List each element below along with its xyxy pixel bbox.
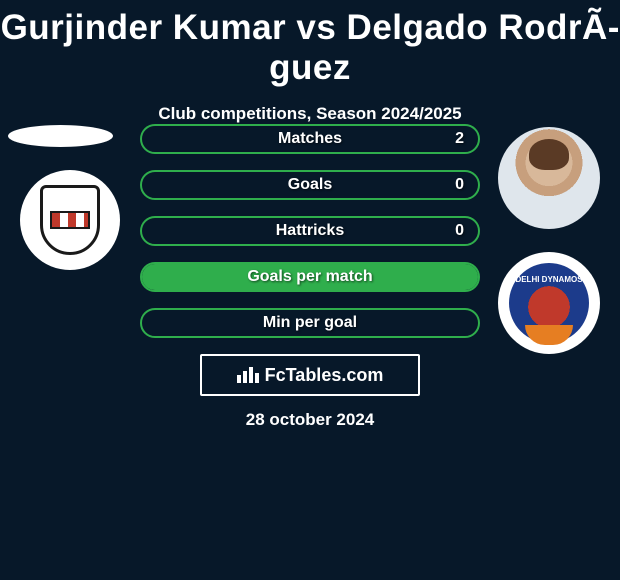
page-title: Gurjinder Kumar vs Delgado RodrÃ­guez [0,0,620,88]
stat-row-goals: Goals 0 [140,170,480,200]
stat-row-matches: Matches 2 [140,124,480,154]
player-right-club-badge: DELHI DYNAMOS [498,252,600,354]
badge-text: DELHI DYNAMOS [515,275,582,284]
player-right-avatar [498,127,600,229]
stat-label: Goals per match [247,268,372,286]
stat-row-hattricks: Hattricks 0 [140,216,480,246]
brand-text: FcTables.com [265,365,384,386]
stat-label: Min per goal [263,314,357,332]
stat-value-right: 2 [455,130,464,148]
stats-panel: Matches 2 Goals 0 Hattricks 0 Goals per … [140,124,480,354]
bar-chart-icon [237,367,259,383]
snapshot-date: 28 october 2024 [0,410,620,430]
stat-row-goals-per-match: Goals per match [140,262,480,292]
stat-label: Matches [278,130,342,148]
player-left-avatar [8,125,113,147]
stat-label: Goals [288,176,332,194]
northeast-united-shield-icon [40,185,100,255]
stat-value-right: 0 [455,176,464,194]
stat-value-right: 0 [455,222,464,240]
stat-label: Hattricks [276,222,344,240]
player-left-club-badge [20,170,120,270]
stat-row-min-per-goal: Min per goal [140,308,480,338]
page-subtitle: Club competitions, Season 2024/2025 [0,104,620,124]
brand-link[interactable]: FcTables.com [200,354,420,396]
shield-stripes-icon [50,211,90,229]
delhi-dynamos-badge-icon: DELHI DYNAMOS [509,263,589,343]
